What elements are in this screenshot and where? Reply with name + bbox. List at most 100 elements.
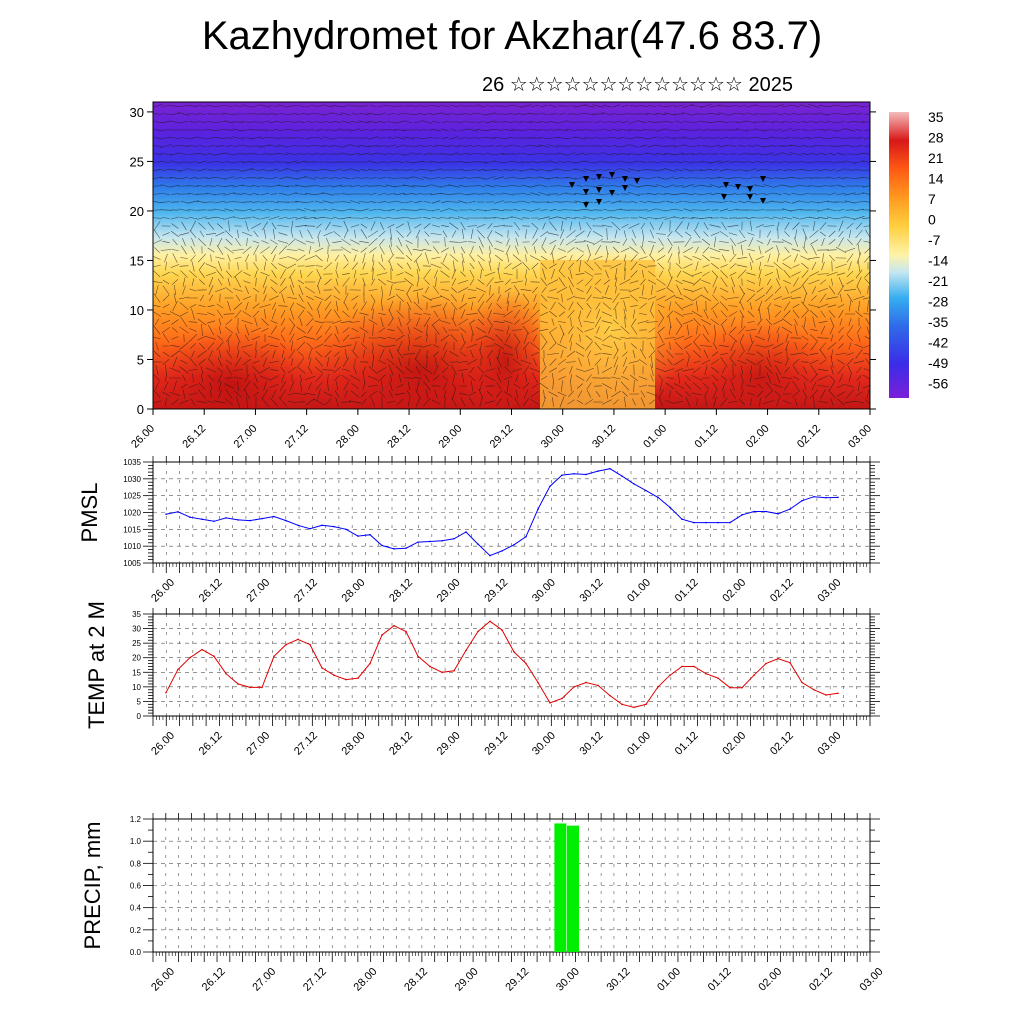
data-point bbox=[573, 472, 575, 475]
wind-arrowhead bbox=[760, 176, 766, 182]
y-tick-label: 0.2 bbox=[130, 926, 142, 935]
data-point bbox=[273, 655, 275, 658]
y-tick-label: 15 bbox=[130, 253, 144, 268]
data-point bbox=[777, 513, 779, 515]
y-tick-label: 1030 bbox=[123, 475, 141, 484]
data-point bbox=[285, 519, 287, 522]
data-point bbox=[201, 648, 203, 651]
x-tick-label: 28.12 bbox=[387, 730, 415, 758]
wind-arrowhead bbox=[622, 176, 628, 182]
data-point bbox=[321, 524, 323, 527]
data-point bbox=[237, 519, 239, 521]
x-tick-label: 02.12 bbox=[795, 423, 823, 451]
data-point bbox=[813, 688, 815, 691]
x-tick-label: 29.12 bbox=[482, 577, 510, 605]
data-point bbox=[225, 672, 227, 675]
x-tick-label: 01.12 bbox=[706, 966, 734, 994]
x-tick-label: 27.12 bbox=[301, 966, 329, 994]
data-point bbox=[717, 677, 719, 679]
data-point bbox=[381, 544, 383, 547]
x-tick-label: 03.00 bbox=[846, 423, 874, 451]
x-tick-label: 01.12 bbox=[673, 577, 701, 605]
colorbar-label: 7 bbox=[928, 191, 936, 207]
y-tick-label: 10 bbox=[130, 303, 144, 318]
data-point bbox=[657, 496, 659, 499]
data-point bbox=[633, 483, 635, 485]
data-point bbox=[525, 535, 527, 538]
data-point bbox=[213, 520, 215, 523]
precip-bar bbox=[554, 823, 567, 952]
data-point bbox=[345, 528, 347, 531]
data-point bbox=[669, 506, 671, 509]
y-tick-label: 1010 bbox=[123, 542, 141, 551]
x-tick-label: 30.00 bbox=[554, 966, 582, 994]
wind-arrowheads bbox=[569, 172, 766, 208]
wind-arrowhead bbox=[634, 178, 640, 184]
data-point bbox=[309, 527, 311, 530]
x-tick-label: 27.00 bbox=[232, 423, 260, 451]
data-point bbox=[189, 516, 191, 519]
data-point bbox=[837, 496, 839, 499]
wind-arrowhead bbox=[596, 199, 602, 205]
x-tick-label: 03.00 bbox=[816, 730, 844, 758]
x-tick-label: 02.12 bbox=[807, 966, 835, 994]
data-point bbox=[549, 702, 551, 704]
x-tick-label: 02.00 bbox=[744, 423, 772, 451]
data-point bbox=[489, 554, 491, 557]
x-tick-label: 26.00 bbox=[129, 423, 157, 451]
data-point bbox=[333, 525, 335, 528]
page-subtitle: 26 ☆☆☆☆☆☆☆☆☆☆☆☆☆ 2025 bbox=[482, 74, 793, 96]
y-tick-label: 5 bbox=[137, 352, 144, 367]
x-tick-label: 27.00 bbox=[244, 577, 272, 605]
y-axis-title: TEMP at 2 M bbox=[84, 601, 109, 729]
data-point bbox=[213, 655, 215, 658]
data-point bbox=[609, 467, 611, 470]
data-point bbox=[477, 543, 479, 545]
y-tick-label: 1015 bbox=[123, 525, 141, 534]
data-point bbox=[309, 643, 311, 646]
x-tick-label: 28.00 bbox=[334, 423, 362, 451]
data-point bbox=[621, 703, 623, 706]
wind-arrowhead bbox=[747, 194, 753, 200]
data-point bbox=[177, 668, 179, 671]
data-point bbox=[225, 517, 227, 519]
data-point bbox=[597, 684, 599, 687]
wind-arrowhead bbox=[583, 189, 589, 195]
y-tick-label: 30 bbox=[130, 105, 144, 120]
colorbar-scale bbox=[889, 112, 909, 398]
y-tick-label: 1025 bbox=[123, 492, 141, 501]
data-point bbox=[393, 548, 395, 550]
x-tick-label: 27.12 bbox=[292, 577, 320, 605]
data-point bbox=[777, 657, 779, 660]
x-tick-label: 27.00 bbox=[250, 966, 278, 994]
x-tick-label: 30.00 bbox=[539, 423, 567, 451]
data-point bbox=[285, 643, 287, 646]
data-point bbox=[753, 510, 755, 513]
wind-vectors bbox=[153, 104, 870, 408]
colorbar: 35 28 21 14 7 0 -7 -14 -21 -28 -35 -42 -49 -56 bbox=[889, 109, 948, 398]
data-point bbox=[261, 686, 263, 689]
data-point bbox=[249, 686, 251, 689]
colorbar-label: 14 bbox=[928, 171, 944, 187]
data-point bbox=[729, 521, 731, 524]
data-point bbox=[429, 540, 431, 543]
y-tick-label: 0.6 bbox=[130, 882, 142, 891]
data-point bbox=[681, 665, 683, 668]
heatmap-cool-core bbox=[530, 250, 690, 409]
data-point bbox=[201, 518, 203, 521]
data-point bbox=[297, 638, 299, 641]
y-tick-label: 1.2 bbox=[130, 815, 142, 824]
data-point bbox=[585, 473, 587, 476]
x-tick-label: 27.12 bbox=[283, 423, 311, 451]
data-point bbox=[825, 694, 827, 696]
x-tick-label: 29.12 bbox=[503, 966, 531, 994]
data-point bbox=[693, 665, 695, 668]
wind-arrowhead bbox=[569, 182, 575, 188]
data-point bbox=[237, 683, 239, 685]
data-point bbox=[633, 706, 635, 709]
wind-arrowhead bbox=[723, 182, 729, 188]
precip-panel: 1.2 1.0 0.8 0.6 0.4 0.2 0.0 26.00 26.12 27.00 27.1… bbox=[80, 813, 886, 994]
wind-arrowhead bbox=[609, 172, 615, 178]
wind-arrowhead bbox=[721, 194, 727, 200]
